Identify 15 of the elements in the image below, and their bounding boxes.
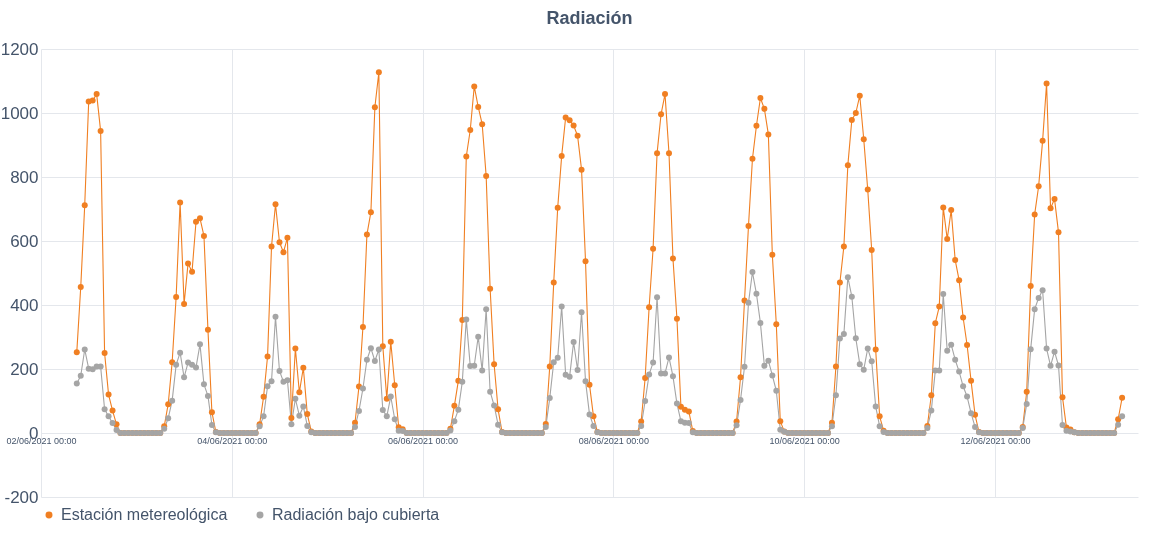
y-tick-label: 600 [10,231,39,251]
legend-label: Radiación bajo cubierta [272,506,440,523]
x-tick-label: 12/06/2021 00:00 [960,435,1031,446]
chart-title: Radiación [546,8,633,28]
y-tick-label: 1200 [0,39,39,59]
y-tick-label: 800 [10,167,39,187]
y-tick-label: 200 [10,359,39,379]
legend-label: Estación metereológica [61,506,228,523]
x-tick-label: 10/06/2021 00:00 [769,435,840,446]
y-tick-label: 1000 [0,103,39,123]
x-tick-label: 08/06/2021 00:00 [578,435,649,446]
x-tick-label: 04/06/2021 00:00 [197,435,268,446]
x-tick-label: 06/06/2021 00:00 [388,435,459,446]
y-tick-label: -200 [4,487,39,507]
y-tick-label: 400 [10,295,39,315]
